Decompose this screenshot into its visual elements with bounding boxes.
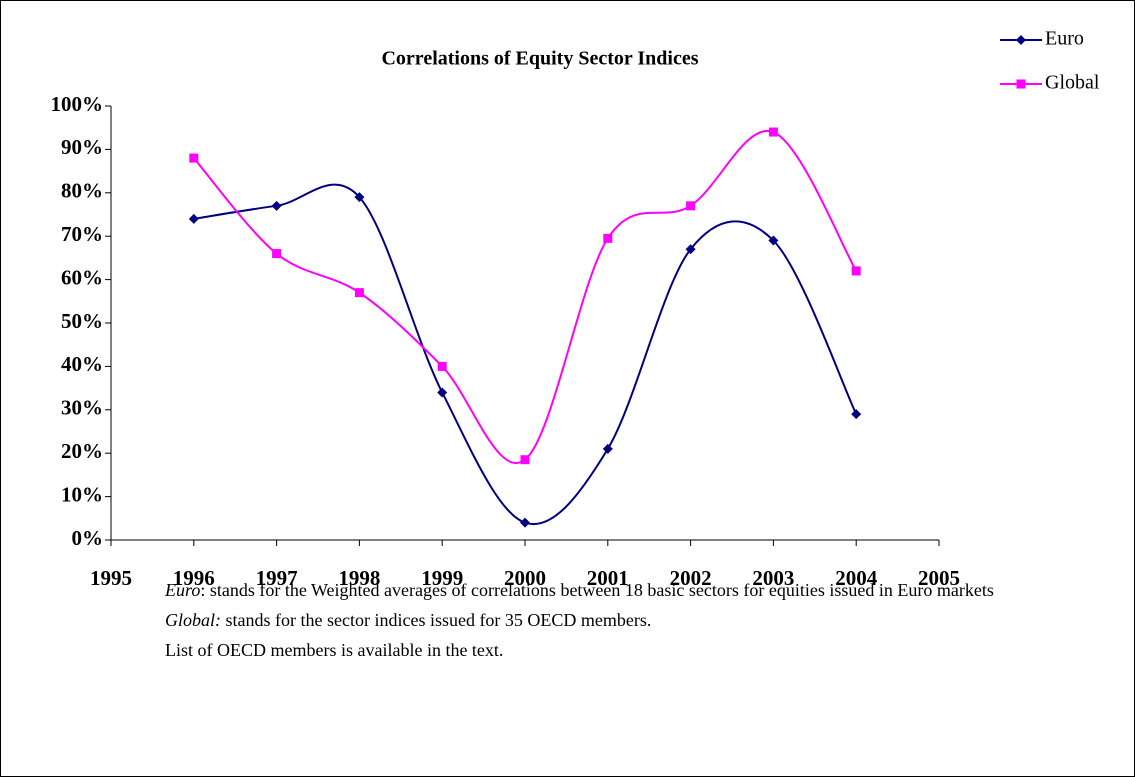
- note-text: : stands for the Weighted averages of co…: [200, 580, 994, 600]
- note-term: Euro: [165, 580, 201, 600]
- marker: [271, 200, 282, 211]
- y-tick-label: 60%: [61, 265, 103, 289]
- marker: [1016, 79, 1026, 89]
- x-tick-label: 2004: [835, 566, 878, 590]
- x-tick-label: 2003: [752, 566, 794, 590]
- y-tick-label: 0%: [72, 526, 104, 550]
- note: List of OECD members is available in the…: [165, 635, 1115, 665]
- y-tick-label: 40%: [61, 352, 103, 376]
- marker: [188, 213, 199, 224]
- x-tick-label: 1998: [338, 566, 380, 590]
- marker: [520, 517, 530, 528]
- marker: [685, 244, 696, 255]
- x-tick-label: 1997: [256, 566, 298, 590]
- y-tick-label: 50%: [61, 309, 103, 333]
- legend-label: Euro: [1045, 28, 1084, 50]
- x-tick-label: 2001: [587, 566, 629, 590]
- y-tick-label: 70%: [61, 222, 103, 246]
- x-tick-label: 2002: [670, 566, 712, 590]
- marker: [272, 249, 282, 259]
- marker: [1016, 35, 1026, 45]
- marker: [602, 443, 613, 454]
- marker: [520, 455, 530, 465]
- marker: [851, 409, 862, 420]
- marker: [189, 153, 199, 163]
- marker: [437, 387, 448, 398]
- y-tick-label: 100%: [51, 92, 104, 116]
- x-tick-label: 1995: [90, 566, 132, 590]
- note: Euro: stands for the Weighted averages o…: [165, 575, 1115, 605]
- chart-title: Correlations of Equity Sector Indices: [381, 48, 698, 70]
- marker: [768, 235, 779, 246]
- series-line: [193, 129, 858, 464]
- x-tick-label: 2005: [918, 566, 960, 590]
- marker: [851, 266, 861, 276]
- y-tick-label: 90%: [61, 135, 103, 159]
- y-tick-label: 80%: [61, 179, 103, 203]
- note-text: stands for the sector indices issued for…: [221, 610, 652, 630]
- notes: Euro: stands for the Weighted averages o…: [165, 575, 1115, 665]
- x-tick-label: 1996: [173, 566, 215, 590]
- note: Global: stands for the sector indices is…: [165, 605, 1115, 635]
- marker: [603, 233, 613, 243]
- marker: [354, 288, 364, 298]
- y-tick-label: 10%: [61, 482, 103, 506]
- x-tick-label: 2000: [504, 566, 546, 590]
- note-text: List of OECD members is available in the…: [165, 640, 504, 660]
- y-tick-label: 20%: [61, 439, 103, 463]
- legend-label: Global: [1045, 72, 1100, 94]
- marker: [437, 361, 447, 371]
- x-tick-label: 1999: [421, 566, 463, 590]
- y-tick-label: 30%: [61, 396, 103, 420]
- marker: [686, 201, 696, 211]
- marker: [768, 127, 778, 137]
- marker: [354, 192, 365, 203]
- note-term: Global:: [165, 610, 221, 630]
